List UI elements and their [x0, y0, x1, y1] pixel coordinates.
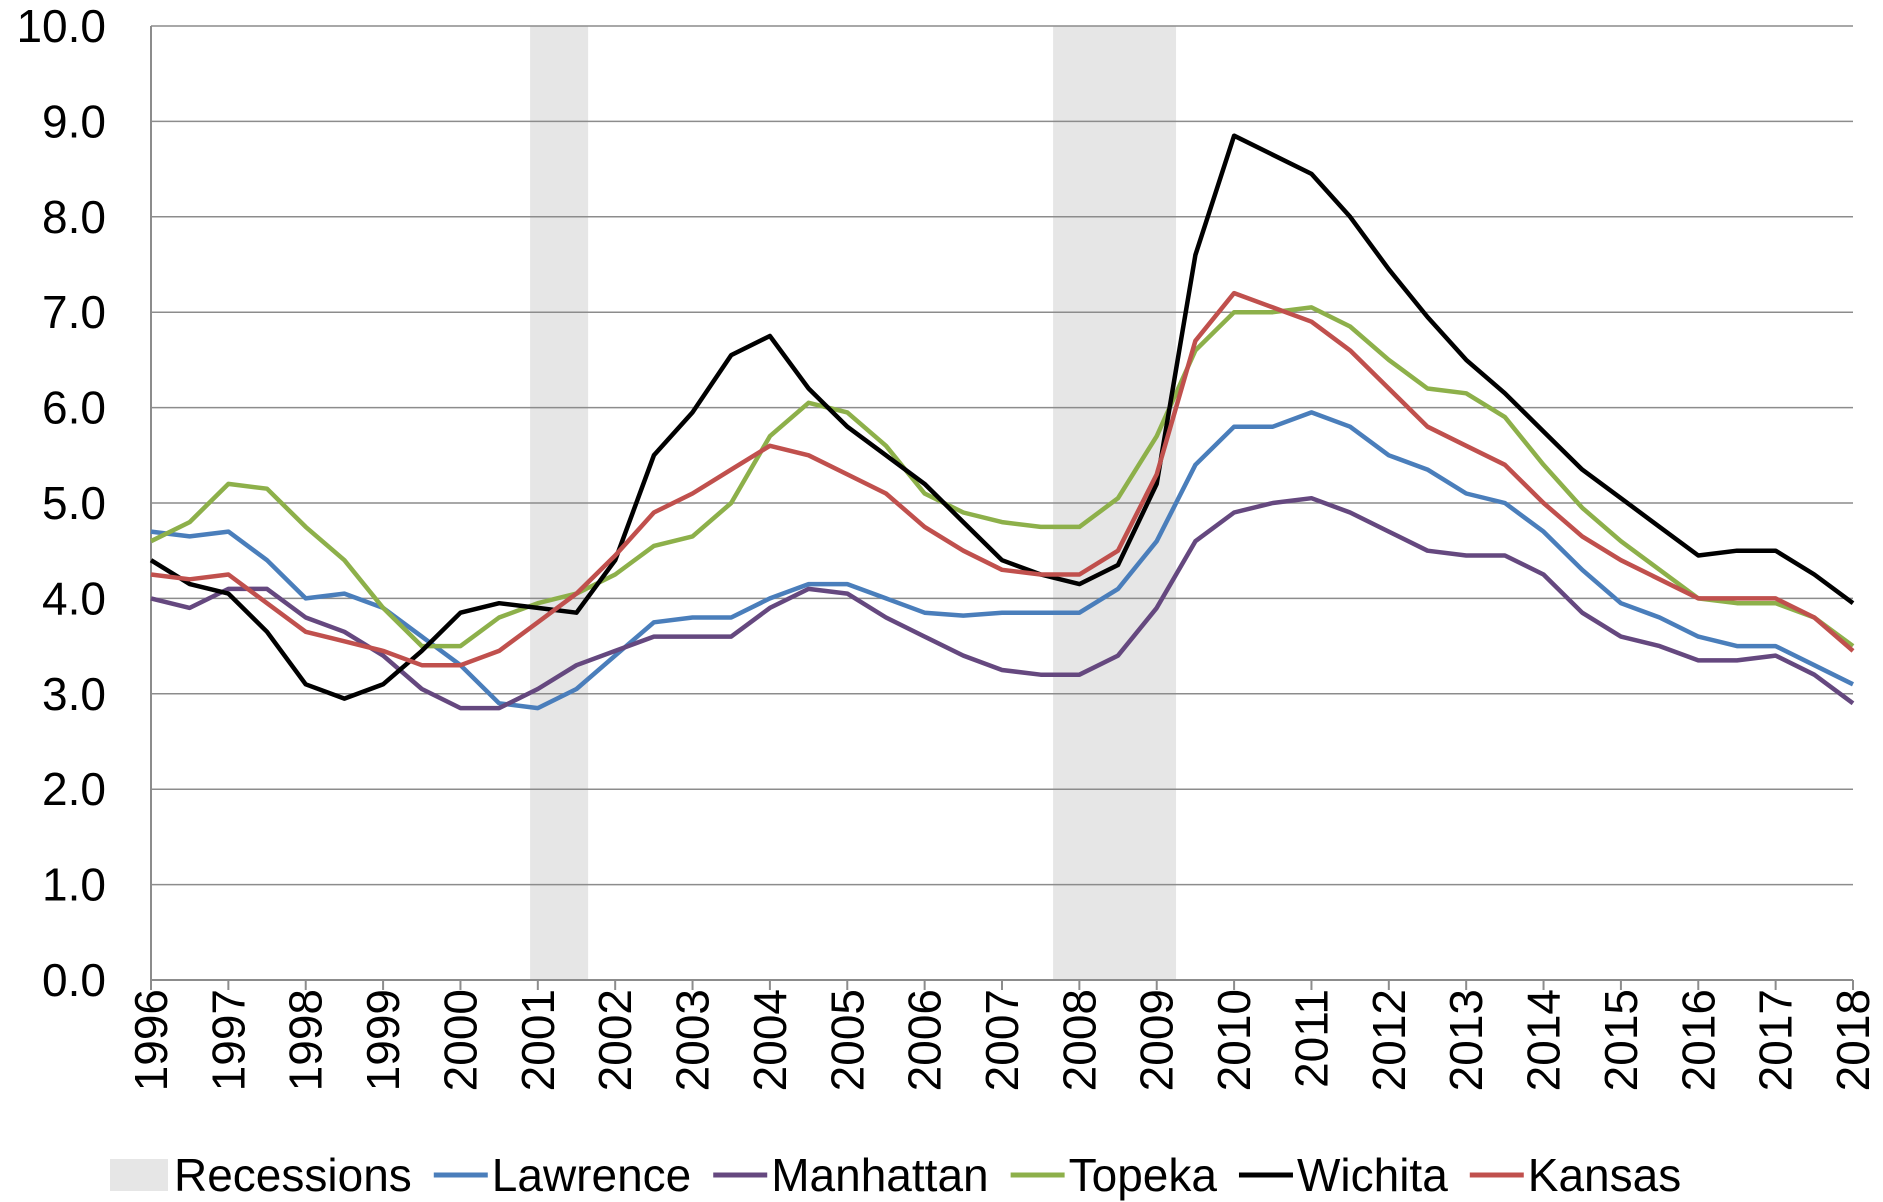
x-tick-label: 2015: [1595, 989, 1647, 1091]
y-tick-label: 9.0: [42, 95, 106, 147]
legend-label: Topeka: [1069, 1149, 1218, 1201]
x-tick-label: 1998: [280, 989, 332, 1091]
x-tick-label: 2002: [589, 989, 641, 1091]
legend-label: Lawrence: [492, 1149, 691, 1201]
y-tick-label: 6.0: [42, 382, 106, 434]
x-tick-label: 2001: [512, 989, 564, 1091]
x-tick-label: 2003: [667, 989, 719, 1091]
x-tick-label: 2013: [1440, 989, 1492, 1091]
y-tick-label: 3.0: [42, 668, 106, 720]
y-tick-label: 5.0: [42, 477, 106, 529]
x-tick-label: 2000: [434, 989, 486, 1091]
legend-label: Manhattan: [771, 1149, 988, 1201]
series-line: [149, 133, 1855, 701]
y-tick-label: 10.0: [16, 0, 106, 52]
legend-swatch: [110, 1159, 168, 1191]
x-tick-label: 1996: [125, 989, 177, 1091]
x-tick-label: 1997: [202, 989, 254, 1091]
legend-label: Kansas: [1528, 1149, 1681, 1201]
x-tick-label: 2007: [976, 989, 1028, 1091]
y-tick-label: 0.0: [42, 954, 106, 1006]
x-tick-label: 2014: [1518, 989, 1570, 1091]
x-tick-label: 2012: [1363, 989, 1415, 1091]
x-tick-label: 2018: [1827, 989, 1879, 1091]
y-tick-label: 1.0: [42, 859, 106, 911]
y-tick-label: 4.0: [42, 572, 106, 624]
x-tick-label: 2004: [744, 989, 796, 1091]
y-tick-label: 2.0: [42, 763, 106, 815]
y-tick-label: 7.0: [42, 286, 106, 338]
x-tick-label: 2017: [1750, 989, 1802, 1091]
x-tick-label: 2006: [899, 989, 951, 1091]
series-line: [150, 495, 1855, 711]
x-tick-label: 2010: [1208, 989, 1260, 1091]
y-tick-label: 8.0: [42, 191, 106, 243]
x-tick-label: 2016: [1672, 989, 1724, 1091]
x-tick-label: 1999: [357, 989, 409, 1091]
x-tick-label: 2009: [1131, 989, 1183, 1091]
series-line: [150, 305, 1855, 649]
x-tick-label: 2011: [1285, 989, 1337, 1088]
series-line: [150, 290, 1855, 668]
x-tick-label: 2008: [1053, 989, 1105, 1091]
legend-label: Recessions: [174, 1149, 412, 1201]
x-tick-label: 2005: [821, 989, 873, 1091]
legend-label: Wichita: [1297, 1149, 1448, 1201]
